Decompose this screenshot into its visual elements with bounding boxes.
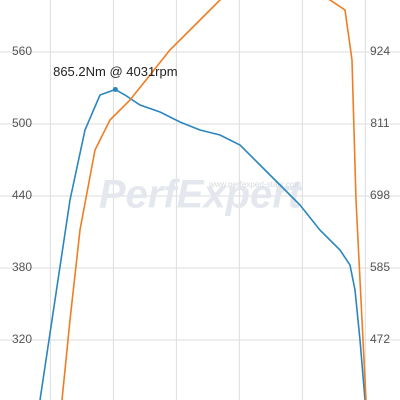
line bbox=[39, 88, 366, 400]
watermark-url: www.perfexpert-stats.com bbox=[208, 180, 301, 189]
y-tick-label: 380 bbox=[12, 260, 32, 274]
y-tick-label: 500 bbox=[12, 116, 32, 130]
y2-tick-label: 924 bbox=[370, 44, 390, 58]
y-tick-label: 560 bbox=[12, 44, 32, 58]
y2-tick-label: 472 bbox=[370, 332, 390, 346]
y2-tick-label: 811 bbox=[370, 116, 389, 130]
annotation: 865.2Nm @ 4031rpm bbox=[53, 64, 177, 79]
line bbox=[61, 0, 367, 400]
y-tick-label: 440 bbox=[12, 188, 32, 202]
y2-tick-label: 585 bbox=[370, 260, 390, 274]
watermark: PerfExpert bbox=[99, 173, 303, 217]
y2-tick-label: 698 bbox=[370, 188, 390, 202]
y-tick-label: 320 bbox=[12, 332, 32, 346]
peak-marker bbox=[112, 86, 118, 92]
